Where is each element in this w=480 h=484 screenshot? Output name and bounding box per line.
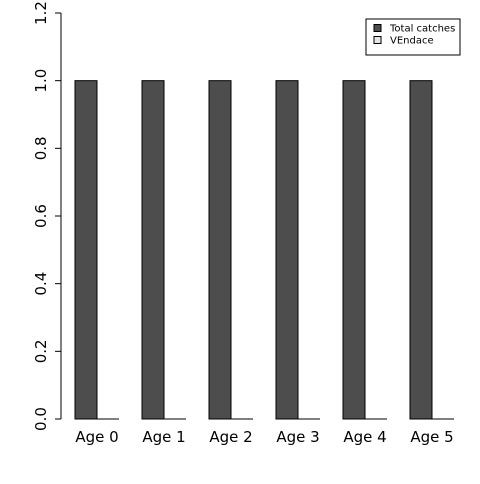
y-tick-label: 0.0 bbox=[32, 407, 50, 431]
x-tick-label: Age 4 bbox=[343, 428, 386, 446]
bar-total-catches-3 bbox=[275, 80, 299, 420]
x-tick-label: Age 1 bbox=[142, 428, 185, 446]
y-tick-label: 1.0 bbox=[32, 69, 50, 93]
y-tick-label: 0.4 bbox=[32, 272, 50, 296]
bar-total-catches-5 bbox=[409, 80, 433, 420]
y-tick-label: 1.2 bbox=[32, 1, 50, 25]
legend-swatch bbox=[373, 36, 382, 44]
x-tick-label: Age 0 bbox=[75, 428, 118, 446]
legend-label: Total catches bbox=[389, 24, 455, 35]
legend-label: VEndace bbox=[390, 36, 434, 47]
bar-total-catches-2 bbox=[208, 80, 232, 420]
bar-total-catches-0 bbox=[74, 80, 98, 420]
x-tick-label: Age 3 bbox=[276, 428, 319, 446]
y-tick-label: 0.2 bbox=[32, 339, 50, 363]
bar-total-catches-4 bbox=[342, 80, 366, 420]
bars bbox=[74, 80, 454, 420]
y-tick-label: 0.6 bbox=[32, 204, 50, 228]
y-tick-label: 0.8 bbox=[32, 136, 50, 160]
legend-swatch bbox=[373, 24, 382, 32]
bar-total-catches-1 bbox=[141, 80, 165, 420]
x-tick-label: Age 2 bbox=[209, 428, 252, 446]
x-axis-labels: Age 0 Age 1 Age 2 Age 3 Age 4 Age 5 bbox=[75, 428, 453, 446]
legend-box bbox=[365, 18, 461, 56]
y-axis: 0.0 0.2 0.4 0.6 0.8 1.0 1.2 bbox=[32, 1, 62, 431]
x-tick-label: Age 5 bbox=[410, 428, 453, 446]
